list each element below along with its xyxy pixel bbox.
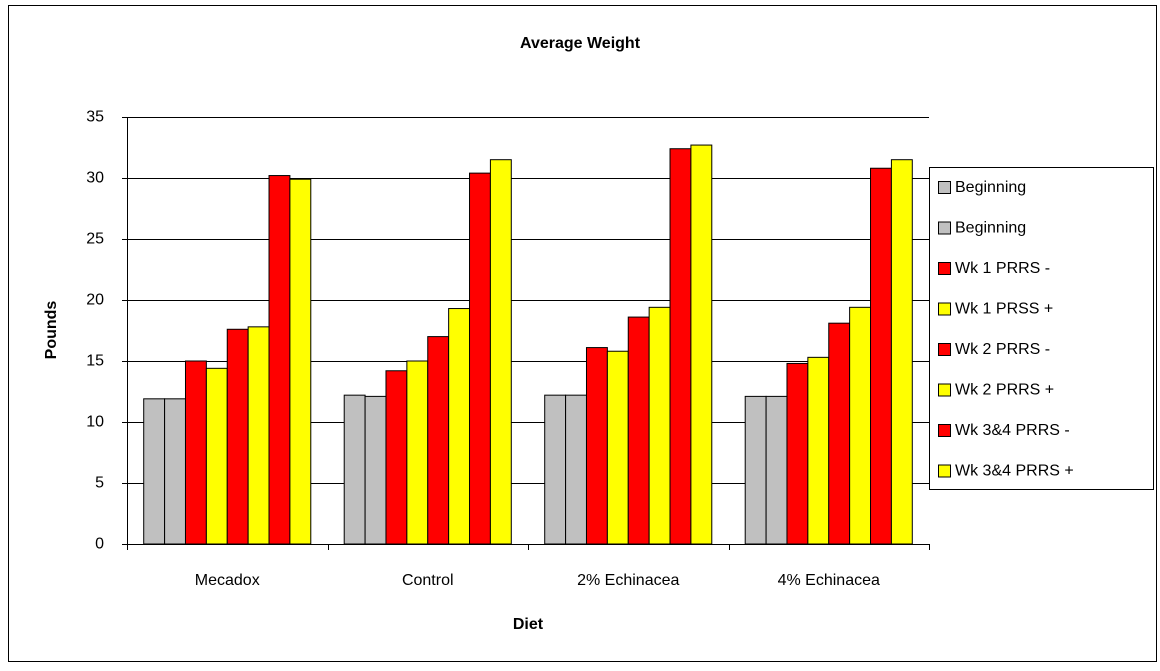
bar bbox=[489, 159, 512, 545]
bar bbox=[585, 347, 608, 545]
y-axis-title: Pounds bbox=[43, 301, 60, 360]
legend-swatch bbox=[938, 383, 951, 397]
x-tick-label: 4% Echinacea bbox=[778, 572, 880, 589]
bar bbox=[205, 367, 228, 545]
bar bbox=[268, 175, 291, 545]
bar bbox=[890, 159, 913, 545]
y-tick-label: 30 bbox=[86, 170, 104, 187]
y-tick-label: 25 bbox=[86, 231, 104, 248]
bar bbox=[343, 394, 366, 545]
bar bbox=[184, 360, 207, 545]
legend-swatch bbox=[938, 302, 951, 316]
x-tick-label: Mecadox bbox=[195, 572, 260, 589]
legend-swatch bbox=[938, 181, 951, 194]
legend-label: Beginning bbox=[955, 179, 1026, 196]
legend-swatch bbox=[938, 424, 951, 437]
bar bbox=[744, 395, 767, 545]
legend-swatch bbox=[938, 464, 951, 478]
legend-swatch bbox=[938, 221, 951, 235]
bar bbox=[627, 316, 650, 545]
bar bbox=[385, 370, 408, 545]
x-tick-label: 2% Echinacea bbox=[577, 572, 679, 589]
bar bbox=[807, 356, 830, 545]
legend-swatch bbox=[938, 343, 951, 356]
bar bbox=[448, 308, 471, 545]
legend-label: Wk 1 PRSS + bbox=[955, 301, 1053, 318]
bar bbox=[828, 322, 851, 545]
y-tick-label: 5 bbox=[95, 475, 104, 492]
bar bbox=[765, 395, 788, 545]
x-axis-title: Diet bbox=[513, 616, 544, 633]
x-tick-label: Control bbox=[402, 572, 454, 589]
bar bbox=[544, 394, 567, 545]
bar bbox=[247, 326, 270, 545]
bar bbox=[164, 398, 186, 545]
legend-label: Wk 1 PRRS - bbox=[955, 260, 1050, 277]
bar bbox=[406, 360, 429, 545]
legend-swatch bbox=[938, 262, 951, 275]
bar bbox=[849, 306, 872, 545]
bar bbox=[565, 394, 587, 545]
legend-label: Wk 2 PRRS + bbox=[955, 382, 1054, 399]
bar bbox=[786, 362, 809, 545]
legend-label: Wk 3&4 PRRS - bbox=[955, 422, 1070, 439]
bar bbox=[690, 144, 713, 545]
bar bbox=[427, 336, 450, 545]
chart-title: Average Weight bbox=[520, 35, 641, 52]
bar bbox=[289, 178, 312, 545]
y-tick-label: 35 bbox=[86, 109, 104, 126]
y-tick-label: 0 bbox=[95, 536, 104, 553]
bar bbox=[226, 328, 249, 545]
bar bbox=[469, 172, 491, 545]
legend-box bbox=[929, 167, 1154, 490]
bar bbox=[364, 395, 387, 545]
y-tick-label: 10 bbox=[86, 414, 104, 431]
bar bbox=[870, 167, 892, 545]
legend-label: Beginning bbox=[955, 220, 1026, 237]
bar bbox=[606, 350, 629, 545]
legend-label: Wk 3&4 PRRS + bbox=[955, 463, 1074, 480]
y-tick-label: 15 bbox=[86, 353, 104, 370]
bar bbox=[648, 306, 671, 545]
bar bbox=[669, 148, 692, 545]
legend-label: Wk 2 PRRS - bbox=[955, 341, 1050, 358]
bar bbox=[143, 398, 166, 545]
y-tick-label: 20 bbox=[86, 292, 104, 309]
